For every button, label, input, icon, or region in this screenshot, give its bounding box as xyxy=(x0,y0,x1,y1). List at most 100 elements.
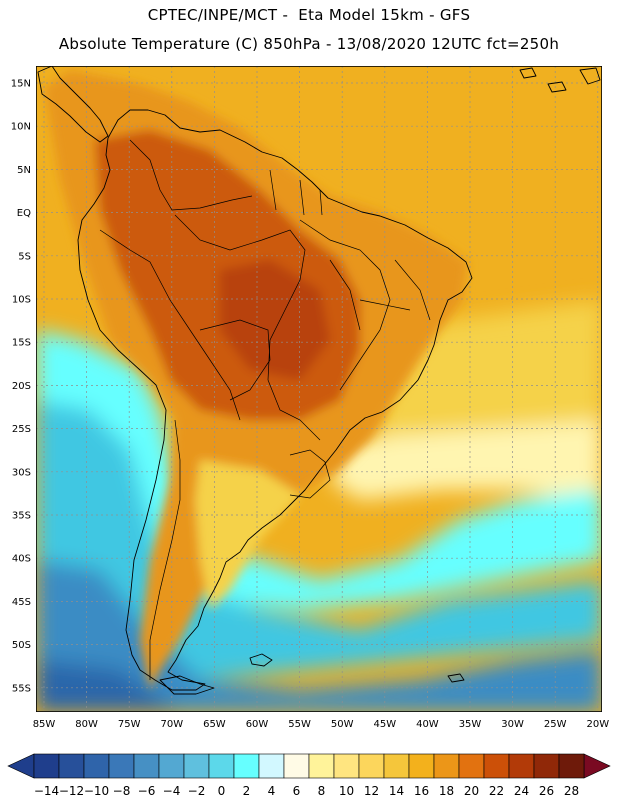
colorbar-cell xyxy=(33,753,60,779)
lat-label: 50S xyxy=(12,640,31,651)
country-borders xyxy=(99,139,431,680)
lat-lon-grid xyxy=(36,66,602,712)
lat-label: 15S xyxy=(12,338,31,349)
border-argentina-chile xyxy=(149,419,181,680)
colorbar-label: 18 xyxy=(439,784,454,798)
lon-label: 70W xyxy=(160,719,183,730)
lat-label: EQ xyxy=(17,208,31,219)
colorbar-cells xyxy=(33,753,585,779)
colorbar-label: 2 xyxy=(243,784,251,798)
colorbar-label: −2 xyxy=(188,784,206,798)
lon-label: 40W xyxy=(416,719,439,730)
lat-label: 10N xyxy=(11,122,31,133)
colorbar-cell xyxy=(158,753,185,779)
lon-label: 50W xyxy=(331,719,354,730)
colorbar-cell xyxy=(183,753,210,779)
colorbar-label: 22 xyxy=(489,784,504,798)
temperature-field xyxy=(36,66,602,712)
colorbar-label: 10 xyxy=(339,784,354,798)
lat-label: 5S xyxy=(18,251,31,262)
colorbar-cell xyxy=(58,753,85,779)
lat-label: 5N xyxy=(17,165,31,176)
colorbar-cell xyxy=(358,753,385,779)
tierra-del-fuego xyxy=(159,675,215,695)
colorbar-cell xyxy=(83,753,110,779)
falkland-islands xyxy=(249,653,273,667)
longitude-labels: 85W 80W 75W 70W 65W 60W 55W 50W 45W 40W 35W 30W 25W 2… xyxy=(33,719,610,730)
map-subtitle: Absolute Temperature (C) 850hPa - 13/08/… xyxy=(58,35,560,53)
pale-ocean-band xyxy=(330,420,602,505)
latitude-labels: 15N 10N 5N EQ 5S 10S 15S 20S 25S 30S 35S 40S 45S 50S 5… xyxy=(11,79,31,695)
temperature-colorbar: −14 −12 −10 −8 −6 −4 −2 0 2 4 6 8 10 12 14 16 18 20 22 24 26… xyxy=(7,753,611,798)
colorbar-high-arrow xyxy=(583,753,611,779)
colorbar-low-arrow xyxy=(7,753,35,779)
colorbar-label: −8 xyxy=(113,784,131,798)
colorbar-cell xyxy=(133,753,160,779)
lon-label: 75W xyxy=(118,719,141,730)
caribbean-islands xyxy=(519,67,601,93)
border-uruguay xyxy=(289,449,331,499)
border-brazil-west xyxy=(174,214,321,441)
lon-label: 45W xyxy=(373,719,396,730)
colorbar-label: 14 xyxy=(389,784,404,798)
colorbar-cell xyxy=(483,753,510,779)
colorbar-label: −6 xyxy=(138,784,156,798)
lon-label: 80W xyxy=(75,719,98,730)
cold-deepest-band xyxy=(36,660,180,712)
central-america-coast xyxy=(37,66,109,143)
colorbar-label: −10 xyxy=(84,784,109,798)
colorbar-cell xyxy=(233,753,260,779)
lon-label: 85W xyxy=(33,719,56,730)
colorbar-cell xyxy=(333,753,360,779)
colorbar-label: 28 xyxy=(564,784,579,798)
colorbar-cell xyxy=(208,753,235,779)
lon-label: 25W xyxy=(544,719,567,730)
border-bolivia-paraguay xyxy=(199,319,271,401)
border-guianas xyxy=(269,169,323,216)
lon-label: 20W xyxy=(586,719,609,730)
lat-label: 10S xyxy=(12,295,31,306)
colorbar-label: 8 xyxy=(318,784,326,798)
colorbar-cell xyxy=(383,753,410,779)
colorbar-label: 20 xyxy=(464,784,479,798)
lat-label: 15N xyxy=(11,79,31,90)
lat-label: 55S xyxy=(12,683,31,694)
coastline-outline xyxy=(37,66,601,695)
lat-label: 30S xyxy=(12,467,31,478)
colorbar-label: 26 xyxy=(539,784,554,798)
colorbar-label: 4 xyxy=(268,784,276,798)
colorbar-cell xyxy=(508,753,535,779)
lon-label: 35W xyxy=(459,719,482,730)
colorbar-cell xyxy=(533,753,560,779)
continent-hottest-zone xyxy=(220,260,330,380)
patagonia-mild-zone xyxy=(195,460,300,610)
lon-label: 65W xyxy=(203,719,226,730)
colorbar-label: −4 xyxy=(163,784,181,798)
colorbar-cell xyxy=(558,753,585,779)
lat-label: 25S xyxy=(12,424,31,435)
colorbar-label: 0 xyxy=(218,784,226,798)
colorbar-cell xyxy=(433,753,460,779)
lon-label: 55W xyxy=(288,719,311,730)
colorbar-cell xyxy=(258,753,285,779)
colorbar-label: 16 xyxy=(414,784,429,798)
colorbar-label: −14 xyxy=(34,784,59,798)
south-america-coast xyxy=(77,109,473,691)
colorbar-label: 12 xyxy=(364,784,379,798)
colorbar-cell xyxy=(283,753,310,779)
lat-label: 35S xyxy=(12,511,31,522)
lon-label: 60W xyxy=(246,719,269,730)
border-andes-west xyxy=(99,229,241,421)
colorbar-labels: −14 −12 −10 −8 −6 −4 −2 0 2 4 6 8 10 12 14 16 18 20 22 24 26… xyxy=(34,784,579,798)
south-georgia xyxy=(447,673,465,683)
colorbar-label: 6 xyxy=(293,784,301,798)
colorbar-label: −12 xyxy=(59,784,84,798)
colorbar-cell xyxy=(458,753,485,779)
lat-label: 20S xyxy=(12,381,31,392)
colorbar-cell xyxy=(408,753,435,779)
colorbar-label: 24 xyxy=(514,784,529,798)
colorbar-cell xyxy=(308,753,335,779)
border-colombia-venezuela xyxy=(129,139,253,211)
lat-label: 45S xyxy=(12,597,31,608)
